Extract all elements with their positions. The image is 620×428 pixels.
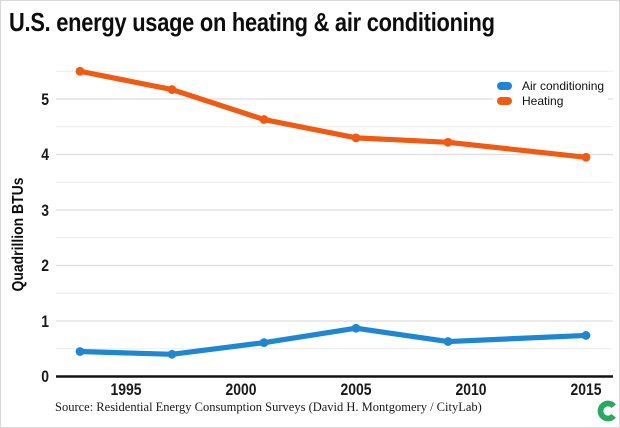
y-axis-title: Quadrillion BTUs	[10, 177, 27, 292]
data-point-heating-1997	[167, 85, 177, 94]
legend-marker-icon	[497, 81, 512, 90]
data-point-heating-2009	[443, 137, 453, 147]
legend-item-air-conditioning: Air conditioning	[497, 78, 604, 93]
x-tick-label-2010: 2010	[455, 380, 487, 399]
citylab-c-logo	[597, 400, 616, 422]
y-tick-label-1: 1	[41, 311, 49, 331]
y-tick-label-4: 4	[41, 145, 49, 164]
legend: Air conditioning Heating	[493, 77, 609, 110]
data-point-air-conditioning-2015	[581, 331, 591, 340]
x-tick-label-2000: 2000	[225, 380, 257, 399]
data-point-air-conditioning-1993	[75, 347, 85, 356]
data-point-air-conditioning-2009	[443, 337, 453, 346]
series-line-air-conditioning	[77, 325, 589, 357]
y-tick-label-3: 3	[41, 200, 49, 220]
y-tick-label-2: 2	[41, 256, 49, 275]
data-point-heating-2015	[581, 152, 591, 162]
legend-item-heating: Heating	[497, 93, 604, 108]
data-point-air-conditioning-2001	[259, 338, 269, 348]
source-attribution: Source: Residential Energy Consumption S…	[55, 400, 482, 414]
data-point-air-conditioning-1997	[167, 349, 177, 359]
legend-marker-icon	[497, 96, 512, 105]
series-line-heating	[77, 68, 589, 160]
legend-label: Heating	[522, 93, 564, 108]
data-point-heating-2001	[259, 115, 269, 124]
chart-title: U.S. energy usage on heating & air condi…	[9, 7, 495, 37]
data-point-heating-1993	[75, 66, 85, 76]
y-tick-label-0: 0	[41, 367, 49, 386]
x-tick-label-2005: 2005	[340, 380, 372, 399]
y-tick-label-5: 5	[41, 89, 49, 109]
data-point-air-conditioning-2005	[351, 323, 361, 333]
x-tick-label-2015: 2015	[570, 380, 602, 399]
data-point-heating-2005	[351, 133, 361, 143]
x-tick-label-1995: 1995	[110, 380, 142, 399]
legend-label: Air conditioning	[522, 78, 605, 93]
